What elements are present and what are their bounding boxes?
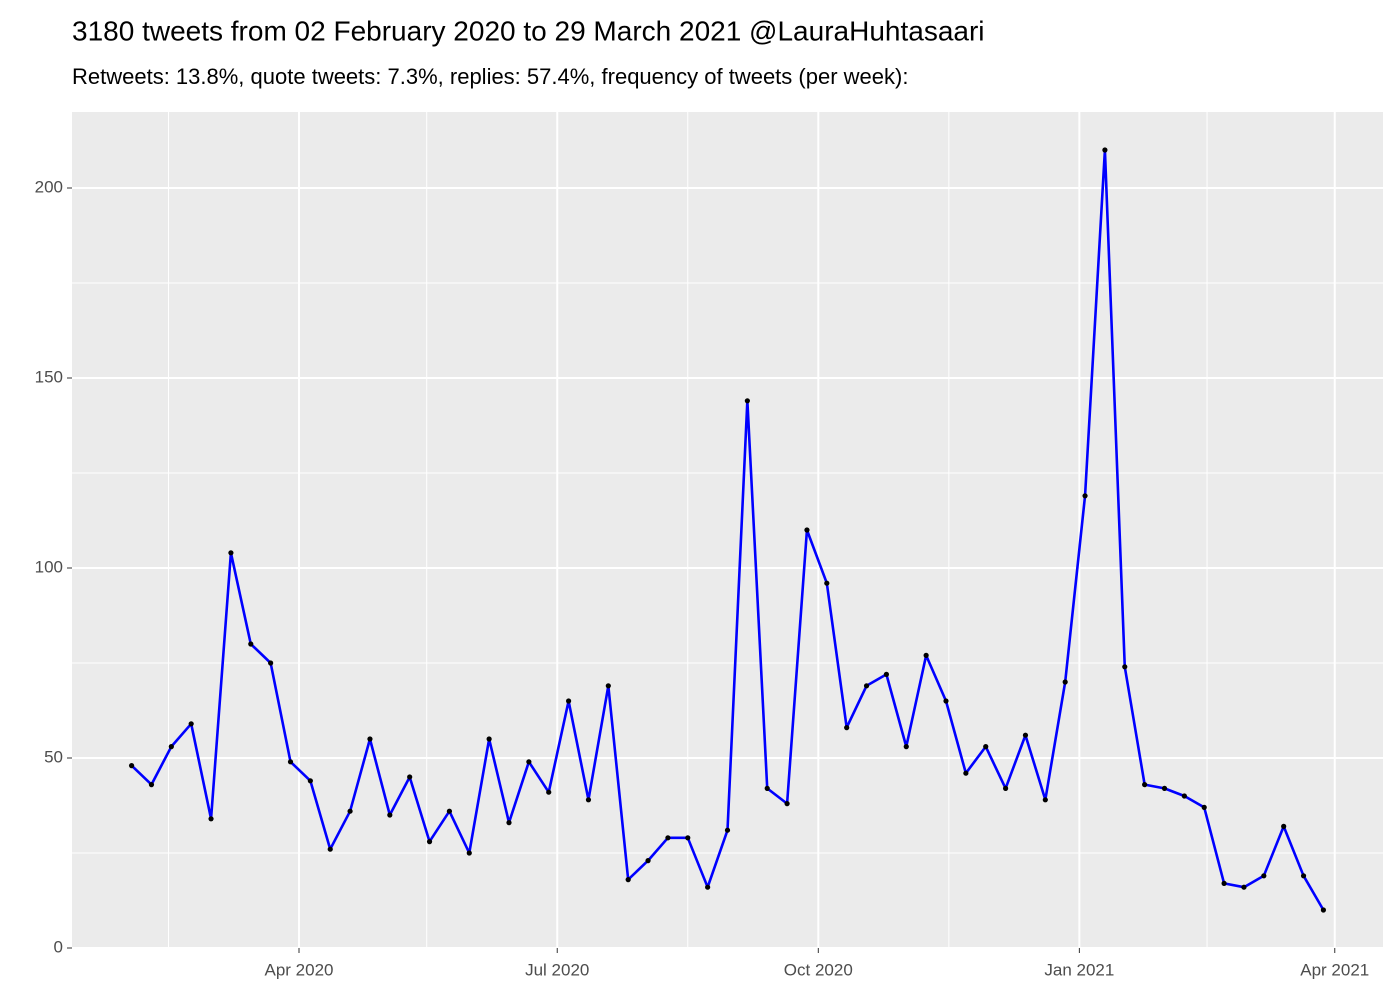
data-point — [724, 827, 731, 833]
data-point — [585, 797, 592, 803]
data-point — [188, 721, 194, 727]
data-point — [1082, 493, 1088, 499]
data-point — [1201, 804, 1207, 811]
data-point — [744, 398, 750, 404]
data-point — [1221, 880, 1227, 887]
data-point — [1102, 147, 1108, 153]
data-point — [307, 778, 313, 784]
y-tick-label: 200 — [35, 177, 63, 196]
y-tick-label: 0 — [54, 937, 63, 956]
data-point — [248, 641, 254, 647]
data-point — [287, 759, 294, 765]
data-point — [1002, 785, 1009, 792]
data-point — [168, 744, 174, 750]
x-tick-label: Jan 2021 — [1044, 960, 1114, 979]
data-point — [685, 835, 691, 841]
data-point — [1022, 732, 1029, 738]
data-point — [804, 527, 810, 533]
chart-title: 3180 tweets from 02 February 2020 to 29 … — [72, 15, 985, 46]
data-point — [1241, 884, 1247, 890]
data-point — [546, 789, 552, 795]
data-point — [605, 683, 611, 689]
chart-subtitle: Retweets: 13.8%, quote tweets: 7.3%, rep… — [72, 64, 908, 89]
data-point — [784, 801, 790, 807]
data-point — [1161, 785, 1168, 792]
data-point — [903, 744, 909, 750]
data-point — [347, 808, 353, 814]
data-point — [565, 698, 572, 704]
data-point — [1062, 679, 1068, 685]
data-point — [1281, 823, 1287, 830]
data-point — [983, 744, 989, 750]
x-tick-label: Apr 2021 — [1300, 960, 1369, 979]
data-point — [764, 785, 770, 792]
data-point — [923, 652, 929, 659]
data-point — [1181, 793, 1187, 799]
data-point — [387, 812, 393, 818]
data-point — [466, 850, 472, 856]
data-point — [1122, 664, 1128, 670]
data-point — [367, 736, 373, 742]
data-point — [883, 671, 890, 678]
x-tick-label: Apr 2020 — [265, 960, 334, 979]
data-point — [446, 808, 453, 814]
data-point — [426, 839, 433, 845]
data-point — [824, 580, 830, 586]
x-tick-label: Oct 2020 — [784, 960, 853, 979]
data-point — [228, 550, 234, 556]
data-point — [1300, 873, 1307, 879]
y-tick-label: 100 — [35, 557, 63, 576]
data-point — [1142, 782, 1148, 788]
data-point — [665, 835, 671, 841]
data-point — [963, 770, 969, 776]
y-tick-label: 50 — [44, 747, 63, 766]
data-point — [705, 884, 711, 890]
y-tick-label: 150 — [35, 367, 63, 386]
data-point — [268, 660, 274, 666]
data-point — [1261, 873, 1267, 879]
data-point — [486, 736, 492, 742]
data-point — [645, 858, 651, 864]
data-point — [506, 820, 512, 826]
data-point — [208, 816, 214, 822]
data-point — [1042, 797, 1048, 803]
data-point — [327, 846, 333, 852]
data-point — [844, 725, 850, 731]
data-point — [943, 698, 949, 704]
data-point — [407, 774, 413, 780]
x-tick-label: Jul 2020 — [525, 960, 589, 979]
data-point — [863, 683, 870, 689]
data-point — [128, 763, 135, 769]
data-point — [625, 877, 631, 883]
data-point — [148, 782, 155, 788]
data-point — [1320, 907, 1327, 913]
data-point — [526, 759, 532, 765]
